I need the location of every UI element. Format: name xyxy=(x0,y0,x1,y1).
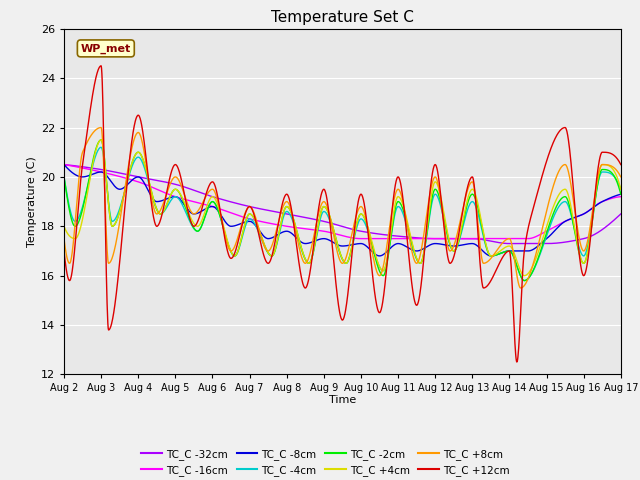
Text: WP_met: WP_met xyxy=(81,43,131,54)
TC_C -32cm xyxy=(126,172,134,178)
Line: TC_C -4cm: TC_C -4cm xyxy=(64,147,621,281)
TC_C -4cm xyxy=(97,144,105,150)
TC_C +12cm xyxy=(308,255,316,261)
TC_C -2cm xyxy=(297,242,305,248)
TC_C -4cm xyxy=(308,254,316,260)
TC_C +4cm xyxy=(104,189,111,195)
TC_C -2cm xyxy=(60,174,68,180)
TC_C -16cm xyxy=(308,227,316,232)
TC_C -8cm xyxy=(617,192,625,197)
TC_C -4cm xyxy=(378,267,385,273)
TC_C -4cm xyxy=(318,210,326,216)
Legend: TC_C -32cm, TC_C -16cm, TC_C -8cm, TC_C -4cm, TC_C -2cm, TC_C +4cm, TC_C +8cm, T: TC_C -32cm, TC_C -16cm, TC_C -8cm, TC_C … xyxy=(137,444,514,480)
TC_C +4cm xyxy=(378,266,385,272)
TC_C -8cm xyxy=(318,236,326,241)
TC_C -8cm xyxy=(126,180,134,185)
TC_C -32cm xyxy=(296,214,304,219)
Line: TC_C -16cm: TC_C -16cm xyxy=(64,165,621,239)
TC_C -32cm xyxy=(103,168,111,173)
TC_C +12cm xyxy=(318,189,326,194)
TC_C -16cm xyxy=(296,225,304,231)
TC_C -16cm xyxy=(378,236,385,241)
TC_C -32cm xyxy=(377,231,385,237)
TC_C +8cm xyxy=(617,174,625,180)
TC_C +8cm xyxy=(60,236,68,241)
TC_C -4cm xyxy=(104,189,111,195)
TC_C +8cm xyxy=(378,271,385,276)
X-axis label: Time: Time xyxy=(329,395,356,405)
TC_C +8cm xyxy=(104,252,111,258)
TC_C -2cm xyxy=(378,271,385,277)
Line: TC_C -32cm: TC_C -32cm xyxy=(64,165,621,243)
TC_C +4cm xyxy=(297,242,305,248)
TC_C -2cm xyxy=(126,167,134,172)
TC_C -8cm xyxy=(377,253,385,259)
TC_C +12cm xyxy=(97,63,105,69)
TC_C +8cm xyxy=(318,200,326,206)
TC_C +12cm xyxy=(60,248,68,254)
TC_C +4cm xyxy=(318,206,326,212)
TC_C +4cm xyxy=(308,254,316,260)
TC_C -32cm xyxy=(318,218,326,224)
TC_C -8cm xyxy=(308,240,316,245)
TC_C +12cm xyxy=(513,359,520,365)
TC_C +12cm xyxy=(297,270,305,276)
TC_C -2cm xyxy=(520,278,528,284)
TC_C -2cm xyxy=(104,189,111,195)
TC_C -2cm xyxy=(97,137,105,143)
TC_C -16cm xyxy=(318,228,326,234)
TC_C -8cm xyxy=(103,173,111,179)
Line: TC_C -2cm: TC_C -2cm xyxy=(64,140,621,281)
TC_C +8cm xyxy=(297,251,305,256)
Line: TC_C +12cm: TC_C +12cm xyxy=(64,66,621,362)
TC_C -16cm xyxy=(357,236,365,241)
Line: TC_C +4cm: TC_C +4cm xyxy=(64,140,621,276)
TC_C -4cm xyxy=(60,174,68,180)
TC_C -2cm xyxy=(318,206,326,212)
TC_C +8cm xyxy=(97,125,105,131)
TC_C -4cm xyxy=(617,186,625,192)
TC_C -4cm xyxy=(520,278,528,284)
TC_C -32cm xyxy=(308,216,316,222)
TC_C +8cm xyxy=(126,154,134,159)
TC_C +4cm xyxy=(617,186,625,192)
TC_C -4cm xyxy=(297,244,305,250)
TC_C -32cm xyxy=(506,240,513,246)
TC_C -2cm xyxy=(617,192,625,197)
TC_C +4cm xyxy=(97,137,105,143)
TC_C -16cm xyxy=(126,176,134,182)
Line: TC_C -8cm: TC_C -8cm xyxy=(64,165,621,256)
Y-axis label: Temperature (C): Temperature (C) xyxy=(26,156,36,247)
TC_C +12cm xyxy=(378,307,385,312)
TC_C -2cm xyxy=(308,254,316,260)
TC_C +12cm xyxy=(617,162,625,168)
TC_C +4cm xyxy=(60,223,68,229)
TC_C -8cm xyxy=(60,162,68,168)
TC_C +12cm xyxy=(126,152,134,157)
TC_C +8cm xyxy=(308,241,316,247)
TC_C +12cm xyxy=(104,312,111,318)
TC_C -16cm xyxy=(103,170,111,176)
TC_C +8cm xyxy=(516,285,524,291)
TC_C -16cm xyxy=(617,194,625,200)
TC_C -8cm xyxy=(296,239,304,244)
TC_C -32cm xyxy=(60,162,68,168)
TC_C +4cm xyxy=(520,273,528,278)
TC_C -4cm xyxy=(126,169,134,175)
Line: TC_C +8cm: TC_C +8cm xyxy=(64,128,621,288)
TC_C -16cm xyxy=(60,162,68,168)
TC_C -8cm xyxy=(487,253,495,259)
Title: Temperature Set C: Temperature Set C xyxy=(271,10,414,25)
TC_C -32cm xyxy=(617,211,625,217)
TC_C +4cm xyxy=(126,167,134,172)
